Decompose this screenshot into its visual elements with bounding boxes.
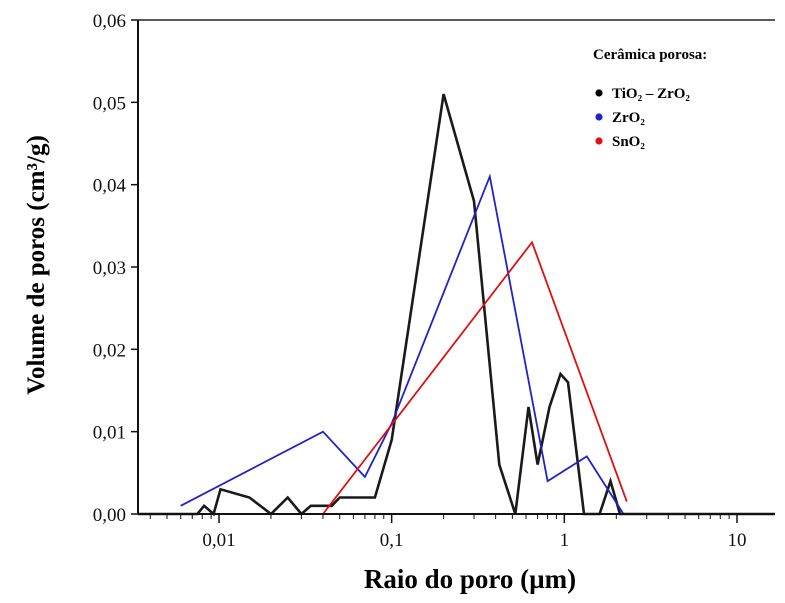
legend-label-1: ZrO₂ bbox=[612, 110, 645, 126]
series-line-1 bbox=[180, 173, 625, 515]
legend-marker-0 bbox=[595, 89, 603, 97]
legend: Cerâmica porosa: TiO₂ – ZrO₂ ZrO₂ SnO₂ bbox=[593, 47, 707, 150]
ticks-layer: 0,00 0,01 0,02 0,03 0,04 0,05 0,06 0,01 0,1 1 10 bbox=[93, 11, 747, 551]
series-layer bbox=[138, 93, 775, 517]
legend-title: Cerâmica porosa: bbox=[593, 47, 707, 63]
y-tick-label-5: 0,05 bbox=[93, 93, 126, 114]
x-tick-label-1: 0,1 bbox=[380, 530, 404, 551]
y-tick-label-3: 0,03 bbox=[93, 258, 126, 279]
x-tick-label-0: 0,01 bbox=[202, 530, 235, 551]
legend-label-0: TiO₂ – ZrO₂ bbox=[612, 86, 690, 102]
y-tick-label-0: 0,00 bbox=[93, 505, 126, 526]
legend-label-2: SnO₂ bbox=[612, 134, 645, 150]
legend-marker-2 bbox=[595, 137, 603, 145]
x-tick-label-2: 1 bbox=[560, 530, 570, 551]
y-axis-title: Volume de poros (cm³/g) bbox=[23, 135, 50, 395]
y-tick-label-2: 0,02 bbox=[93, 340, 126, 361]
series-line-0 bbox=[138, 93, 775, 517]
y-tick-label-4: 0,04 bbox=[93, 176, 127, 197]
legend-marker-1 bbox=[595, 113, 603, 121]
x-tick-label-3: 10 bbox=[728, 530, 747, 551]
series-line-2 bbox=[322, 240, 628, 515]
y-tick-label-6: 0,06 bbox=[93, 11, 126, 32]
y-tick-label-1: 0,01 bbox=[93, 423, 126, 444]
x-axis-title: Raio do poro (µm) bbox=[364, 564, 576, 594]
